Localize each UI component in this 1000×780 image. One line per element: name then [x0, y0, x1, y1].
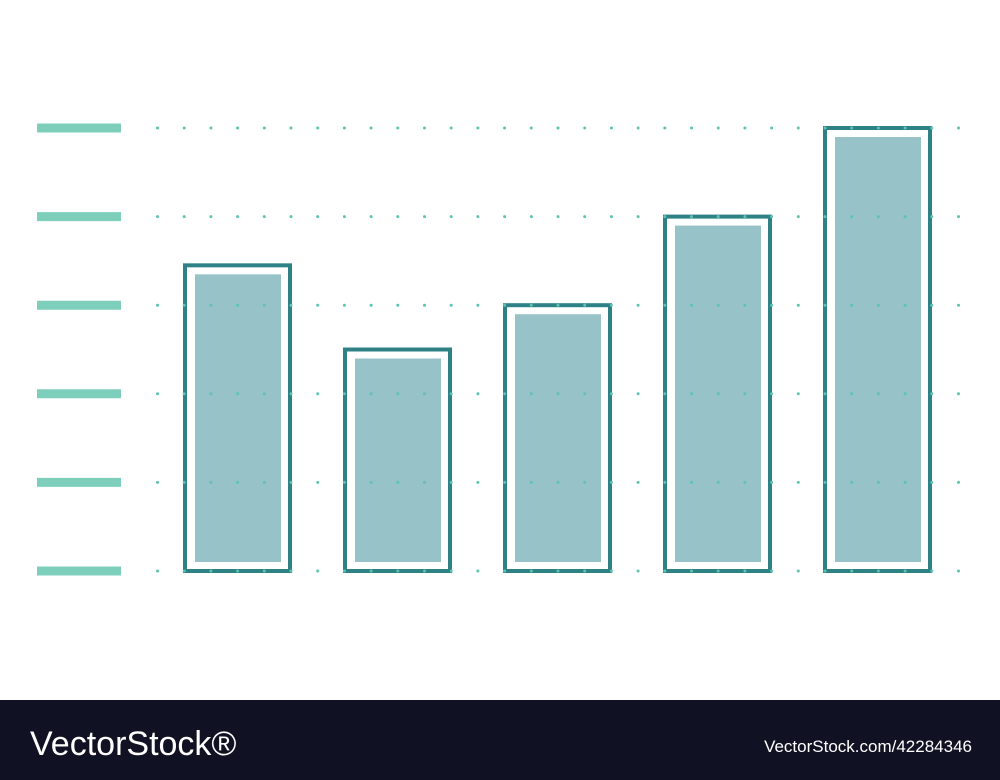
image-id: VectorStock.com/42284346	[764, 737, 972, 756]
bar	[195, 274, 281, 562]
brand: VectorStock®	[30, 725, 236, 763]
bar	[355, 358, 441, 562]
bar	[835, 137, 921, 562]
bar	[515, 314, 601, 562]
footer-bar	[0, 700, 1000, 780]
